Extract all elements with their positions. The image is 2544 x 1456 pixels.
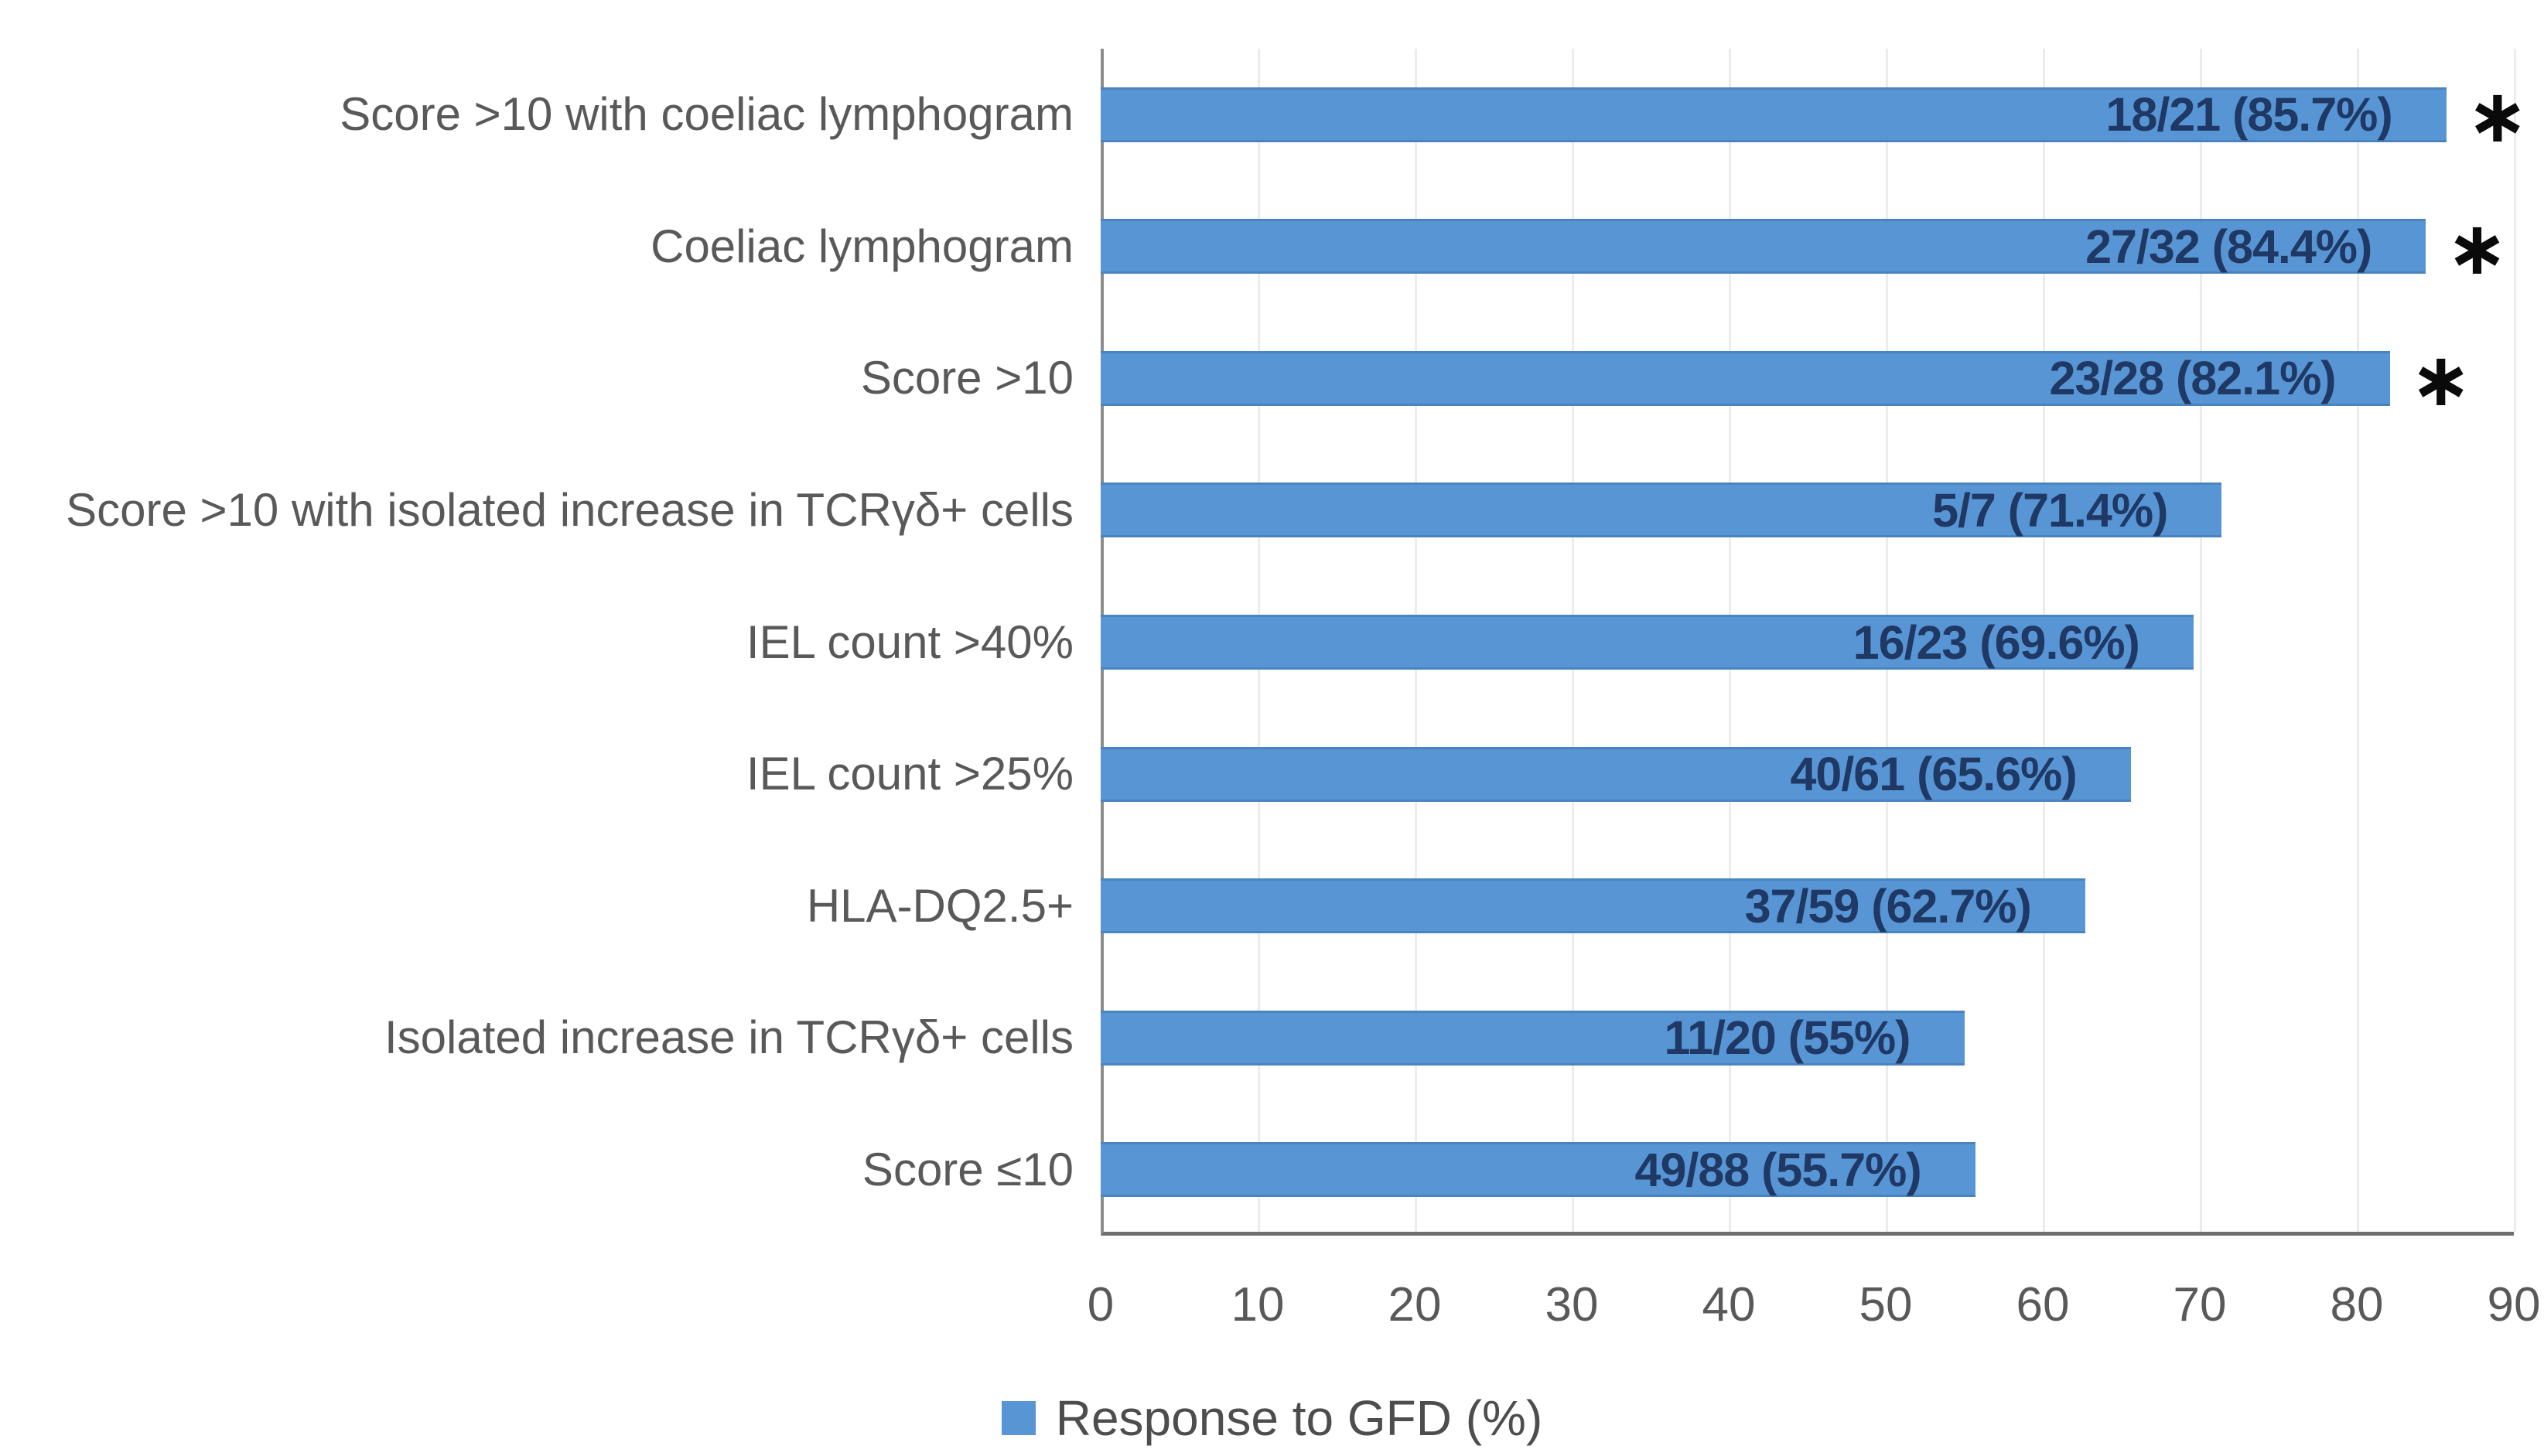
bar-value-label: 23/28 (82.1%) xyxy=(2049,352,2336,405)
gridline xyxy=(2514,49,2516,1232)
legend-label: Response to GFD (%) xyxy=(1055,1390,1543,1446)
category-label: IEL count >25% xyxy=(746,748,1074,800)
category-label: Score ≤10 xyxy=(862,1143,1074,1195)
category-label: IEL count >40% xyxy=(746,615,1074,668)
category-label: Isolated increase in TCRγδ+ cells xyxy=(384,1011,1074,1064)
significance-asterisk: ∗ xyxy=(2466,73,2529,160)
x-tick-label: 90 xyxy=(2487,1278,2541,1332)
bar-value-label: 40/61 (65.6%) xyxy=(1790,748,2077,801)
bar: 16/23 (69.6%) xyxy=(1101,615,2194,670)
x-tick-label: 70 xyxy=(2173,1278,2227,1332)
category-label: Coeliac lymphogram xyxy=(651,220,1074,272)
bar: 23/28 (82.1%) xyxy=(1101,350,2390,406)
bar-value-label: 5/7 (71.4%) xyxy=(1932,483,2168,537)
x-tick-label: 10 xyxy=(1231,1278,1285,1332)
category-label: Score >10 xyxy=(860,352,1074,404)
x-tick-label: 20 xyxy=(1388,1278,1442,1332)
category-label: Score >10 with coeliac lymphogram xyxy=(340,88,1074,141)
significance-asterisk: ∗ xyxy=(2409,336,2473,424)
significance-asterisk: ∗ xyxy=(2446,204,2508,292)
legend-swatch-icon xyxy=(1001,1401,1036,1435)
bar-value-label: 11/20 (55%) xyxy=(1664,1011,1911,1065)
category-label: HLA-DQ2.5+ xyxy=(806,879,1074,932)
x-tick-label: 30 xyxy=(1545,1278,1599,1332)
bar-value-label: 49/88 (55.7%) xyxy=(1634,1143,1922,1196)
legend: Response to GFD (%) xyxy=(0,1390,2544,1447)
bar-value-label: 27/32 (84.4%) xyxy=(2085,220,2372,273)
bar: 37/59 (62.7%) xyxy=(1101,878,2085,934)
bar: 40/61 (65.6%) xyxy=(1101,746,2131,802)
bar: 5/7 (71.4%) xyxy=(1101,482,2222,538)
gridline xyxy=(2357,49,2359,1232)
bar: 11/20 (55%) xyxy=(1101,1010,1965,1066)
x-tick-label: 0 xyxy=(1087,1278,1115,1332)
bar: 27/32 (84.4%) xyxy=(1101,219,2426,274)
x-tick-label: 40 xyxy=(1702,1278,1756,1332)
bar: 18/21 (85.7%) xyxy=(1101,87,2447,142)
bar-value-label: 18/21 (85.7%) xyxy=(2105,88,2393,142)
x-tick-label: 60 xyxy=(2016,1278,2070,1332)
bar-value-label: 37/59 (62.7%) xyxy=(1744,879,2032,933)
x-tick-label: 80 xyxy=(2330,1278,2384,1332)
bar-value-label: 16/23 (69.6%) xyxy=(1853,615,2140,669)
gridline xyxy=(2200,49,2202,1232)
category-label: Score >10 with isolated increase in TCRγ… xyxy=(66,483,1074,536)
bar: 49/88 (55.7%) xyxy=(1101,1142,1975,1198)
x-tick-label: 50 xyxy=(1859,1278,1913,1332)
